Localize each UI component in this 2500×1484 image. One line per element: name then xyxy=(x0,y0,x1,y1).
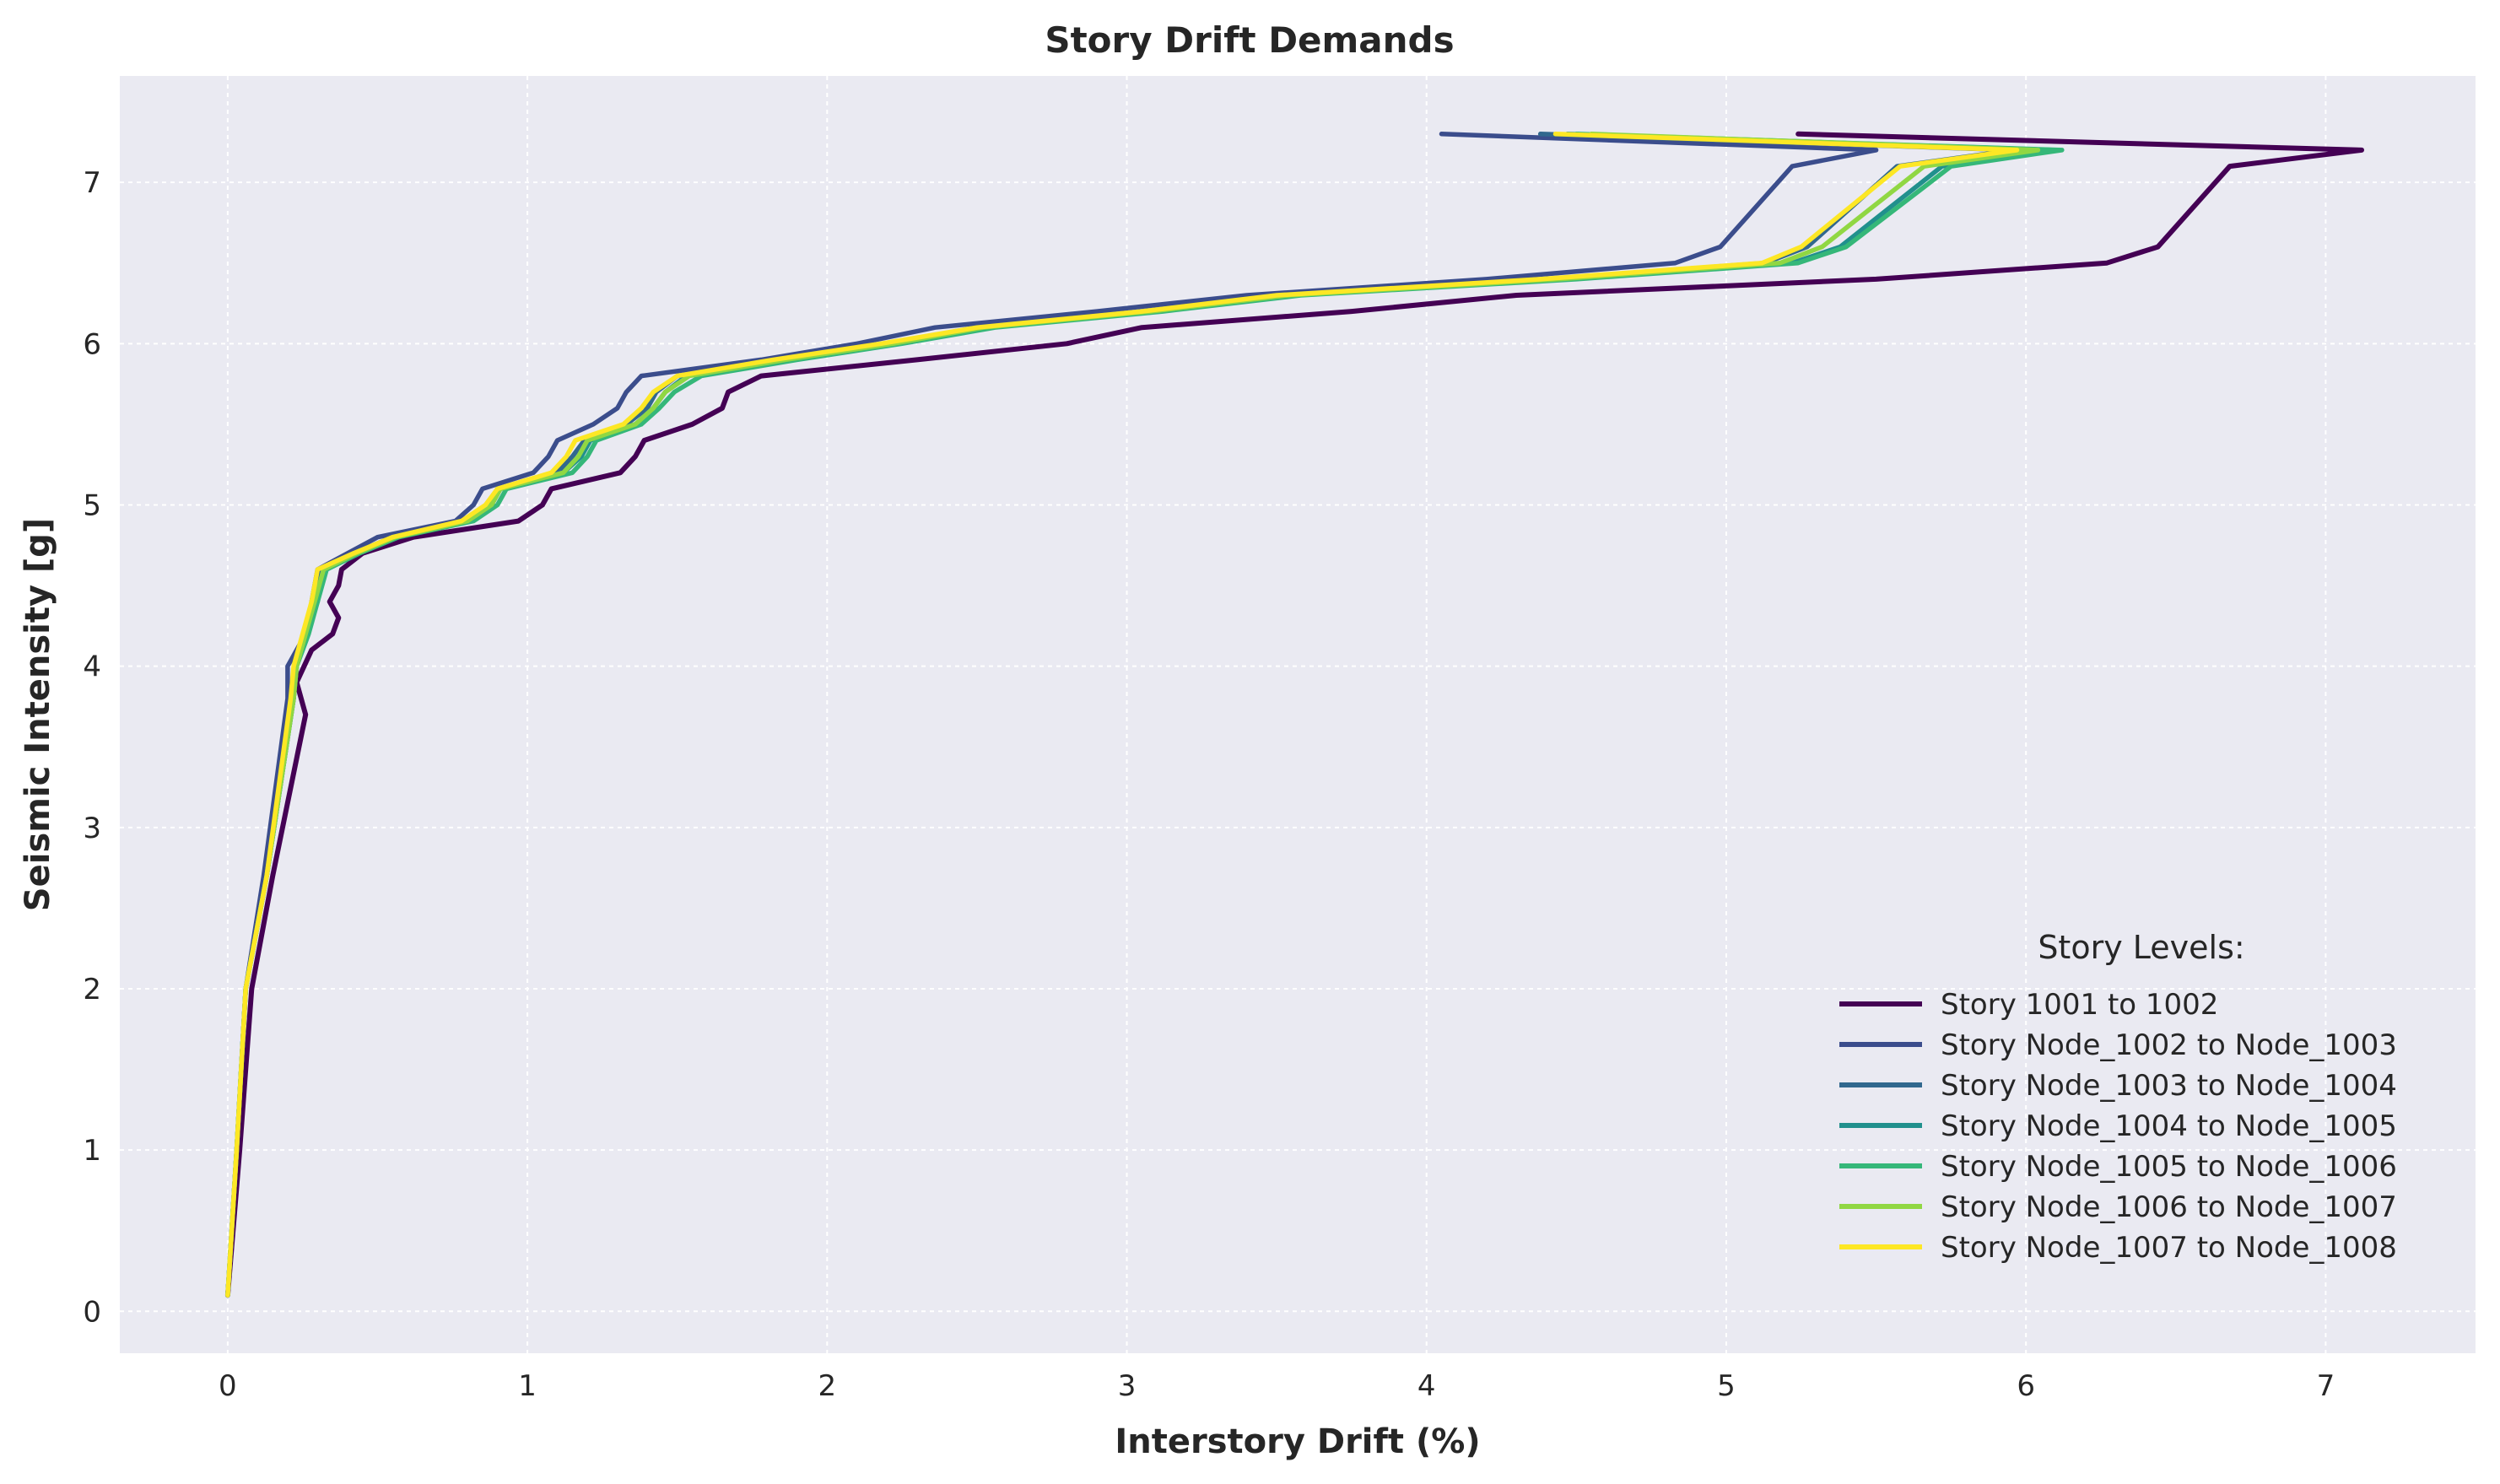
chart-title: Story Drift Demands xyxy=(1045,19,1454,61)
legend-items: Story 1001 to 1002 Story Node_1002 to Nod… xyxy=(1839,988,2397,1265)
legend-item: Story Node_1005 to Node_1006 xyxy=(1839,1150,2397,1184)
legend-label: Story 1001 to 1002 xyxy=(1941,988,2218,1022)
legend-title: Story Levels: xyxy=(2038,929,2244,966)
legend-label: Story Node_1007 to Node_1008 xyxy=(1941,1231,2397,1265)
x-tick-label: 3 xyxy=(1118,1369,1137,1403)
series-lines xyxy=(224,131,2364,1298)
x-tick-label: 6 xyxy=(2017,1369,2035,1403)
y-tick-label: 6 xyxy=(83,327,101,361)
x-tick-label: 5 xyxy=(1717,1369,1736,1403)
y-axis-ticks: 0 1 2 3 4 5 6 7 xyxy=(83,166,101,1329)
legend-item: Story Node_1006 to Node_1007 xyxy=(1839,1190,2397,1224)
legend-label: Story Node_1006 to Node_1007 xyxy=(1941,1190,2397,1224)
legend-item: Story Node_1003 to Node_1004 xyxy=(1839,1069,2397,1103)
y-tick-label: 3 xyxy=(83,812,101,845)
x-axis-label: Interstory Drift (%) xyxy=(1115,1422,1480,1461)
x-tick-label: 4 xyxy=(1417,1369,1436,1403)
x-tick-label: 0 xyxy=(219,1369,237,1403)
legend-item: Story 1001 to 1002 xyxy=(1839,988,2218,1022)
plot-area xyxy=(120,76,2476,1353)
y-tick-label: 7 xyxy=(83,166,101,200)
series-line-1 xyxy=(224,131,2364,1298)
legend-item: Story Node_1007 to Node_1008 xyxy=(1839,1231,2397,1265)
legend: Story Levels: Story 1001 to 1002 Story No… xyxy=(1839,929,2397,1265)
y-axis-label: Seismic Intensity [g] xyxy=(19,518,57,911)
legend-label: Story Node_1003 to Node_1004 xyxy=(1941,1069,2397,1103)
y-tick-label: 5 xyxy=(83,488,101,522)
y-tick-label: 4 xyxy=(83,650,101,684)
legend-label: Story Node_1004 to Node_1005 xyxy=(1941,1109,2397,1143)
x-tick-label: 2 xyxy=(818,1369,836,1403)
x-tick-label: 7 xyxy=(2317,1369,2335,1403)
legend-item: Story Node_1004 to Node_1005 xyxy=(1839,1109,2397,1143)
y-tick-label: 2 xyxy=(83,973,101,1006)
series-line-7 xyxy=(225,132,2020,1298)
legend-label: Story Node_1002 to Node_1003 xyxy=(1941,1028,2397,1062)
x-tick-label: 1 xyxy=(518,1369,537,1403)
legend-item: Story Node_1002 to Node_1003 xyxy=(1839,1028,2397,1062)
legend-label: Story Node_1005 to Node_1006 xyxy=(1941,1150,2397,1184)
y-tick-label: 0 xyxy=(83,1295,101,1329)
y-tick-label: 1 xyxy=(83,1134,101,1168)
series-line-2 xyxy=(225,132,1879,1298)
x-axis-ticks: 0 1 2 3 4 5 6 7 xyxy=(219,1369,2335,1403)
